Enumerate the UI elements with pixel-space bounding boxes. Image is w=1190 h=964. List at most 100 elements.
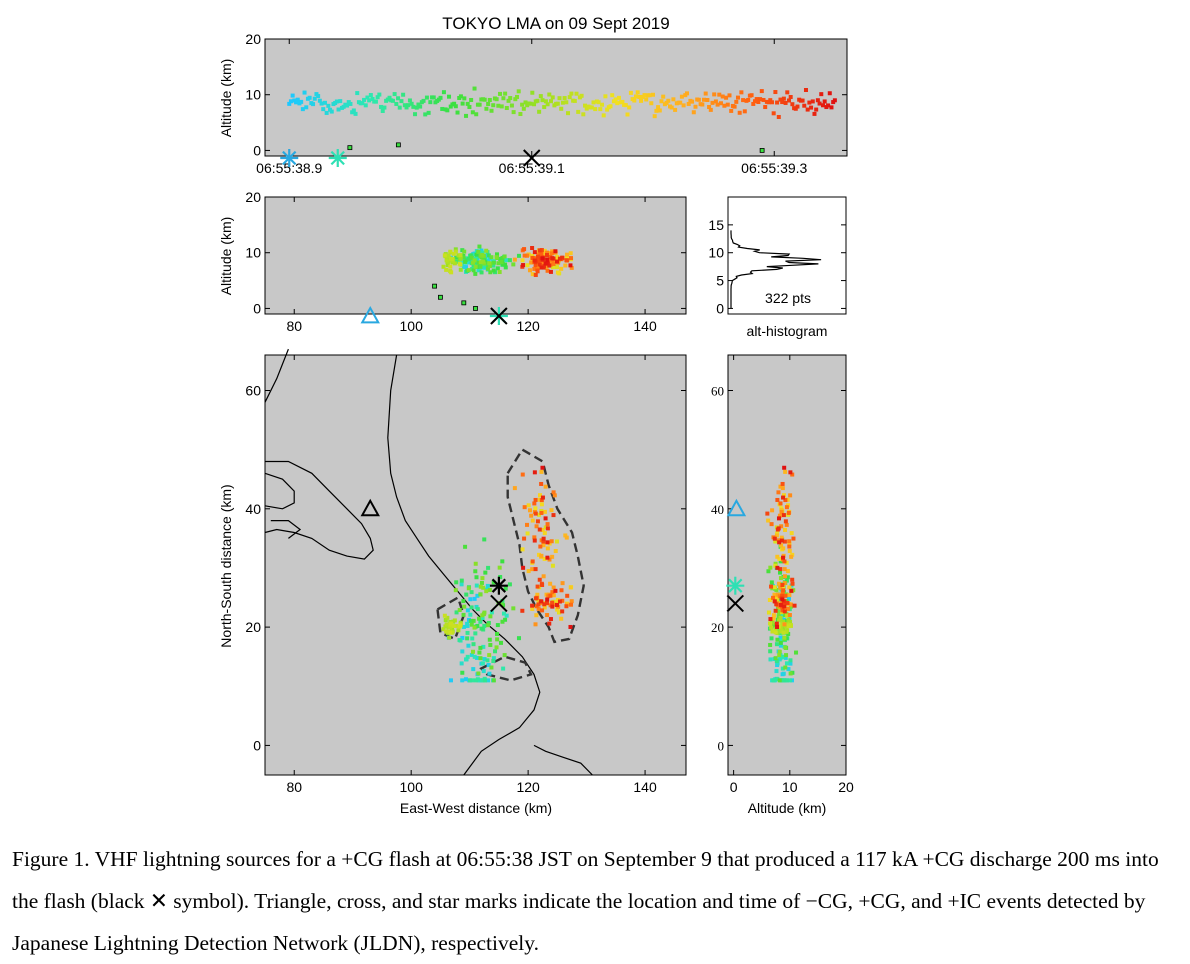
source-point: [789, 588, 794, 593]
source-point: [515, 94, 520, 99]
source-point: [782, 465, 787, 470]
source-point: [754, 97, 759, 102]
source-point: [751, 101, 756, 106]
source-point: [449, 621, 454, 626]
source-point: [535, 584, 540, 589]
source-point: [530, 518, 535, 523]
source-point: [540, 608, 545, 613]
source-point: [487, 264, 492, 269]
source-point: [469, 97, 474, 102]
source-point: [782, 581, 787, 586]
source-point: [540, 527, 545, 532]
source-point: [533, 567, 538, 572]
source-point: [522, 247, 527, 252]
source-point: [786, 510, 791, 515]
source-point: [784, 505, 789, 510]
source-point: [710, 100, 715, 105]
source-point: [471, 667, 476, 672]
source-point: [589, 105, 594, 110]
source-point: [568, 263, 573, 268]
source-point: [552, 493, 557, 498]
source-point: [787, 593, 792, 598]
source-point: [534, 524, 539, 529]
source-point: [509, 103, 514, 108]
source-point: [448, 264, 453, 269]
source-point: [456, 253, 461, 258]
cross-stroke: [490, 594, 508, 613]
source-point: [777, 649, 782, 654]
source-point: [574, 91, 579, 96]
source-point: [367, 98, 372, 103]
source-point: [485, 583, 490, 588]
source-point: [781, 588, 786, 593]
source-point: [774, 642, 779, 647]
source-point: [712, 92, 717, 97]
source-point: [763, 105, 768, 110]
source-point: [775, 637, 780, 642]
source-point: [532, 258, 537, 263]
source-point: [488, 614, 493, 619]
source-point: [547, 257, 552, 262]
source-point: [428, 100, 433, 105]
source-point: [600, 102, 605, 107]
source-point: [786, 596, 791, 601]
source-point: [781, 671, 786, 676]
source-point: [536, 512, 541, 517]
source-point: [475, 607, 480, 612]
source-point: [542, 251, 547, 256]
source-point: [482, 657, 487, 662]
source-point: [472, 625, 477, 630]
source-point: [329, 109, 334, 114]
source-point: [503, 262, 508, 267]
source-point: [545, 522, 550, 527]
source-point: [715, 102, 720, 107]
source-point: [768, 565, 773, 570]
source-point: [464, 592, 469, 597]
source-point: [468, 253, 473, 258]
source-point: [438, 294, 443, 300]
cross-stroke: [726, 594, 745, 613]
source-point: [673, 107, 678, 112]
source-point: [583, 103, 588, 108]
source-point: [768, 98, 773, 103]
source-point: [529, 260, 534, 265]
source-point: [486, 565, 491, 570]
source-point: [783, 593, 788, 598]
source-point: [535, 592, 540, 597]
source-point: [545, 546, 550, 551]
source-point: [705, 98, 710, 103]
x-tick-label: 06:55:39.3: [741, 160, 807, 176]
source-point: [539, 553, 544, 558]
source-point: [290, 93, 295, 98]
plan-view-ylabel: North-South distance (km): [218, 484, 234, 647]
source-point: [304, 105, 309, 110]
source-point: [461, 300, 467, 306]
source-point: [555, 607, 560, 612]
source-point: [483, 570, 488, 575]
source-point: [787, 541, 792, 546]
source-point: [537, 262, 542, 267]
source-point: [537, 552, 542, 557]
source-point: [539, 248, 544, 253]
source-point: [478, 656, 483, 661]
source-point: [785, 575, 790, 580]
source-point: [530, 245, 535, 250]
source-point: [724, 95, 729, 100]
source-point: [463, 259, 468, 264]
source-point: [442, 253, 447, 258]
source-point: [802, 103, 807, 108]
source-point: [771, 616, 776, 621]
y-tick-label: 20: [245, 189, 261, 205]
source-point: [596, 100, 601, 105]
source-point: [537, 527, 542, 532]
source-point: [784, 560, 789, 565]
y-tick-label: 5: [716, 273, 724, 289]
source-point: [554, 265, 559, 270]
source-point: [529, 513, 534, 518]
x-tick-label: 06:55:38.9: [256, 160, 322, 176]
source-point: [491, 659, 496, 664]
source-point: [416, 102, 421, 107]
source-point: [424, 95, 429, 100]
source-point: [773, 656, 778, 661]
source-point: [453, 588, 458, 593]
